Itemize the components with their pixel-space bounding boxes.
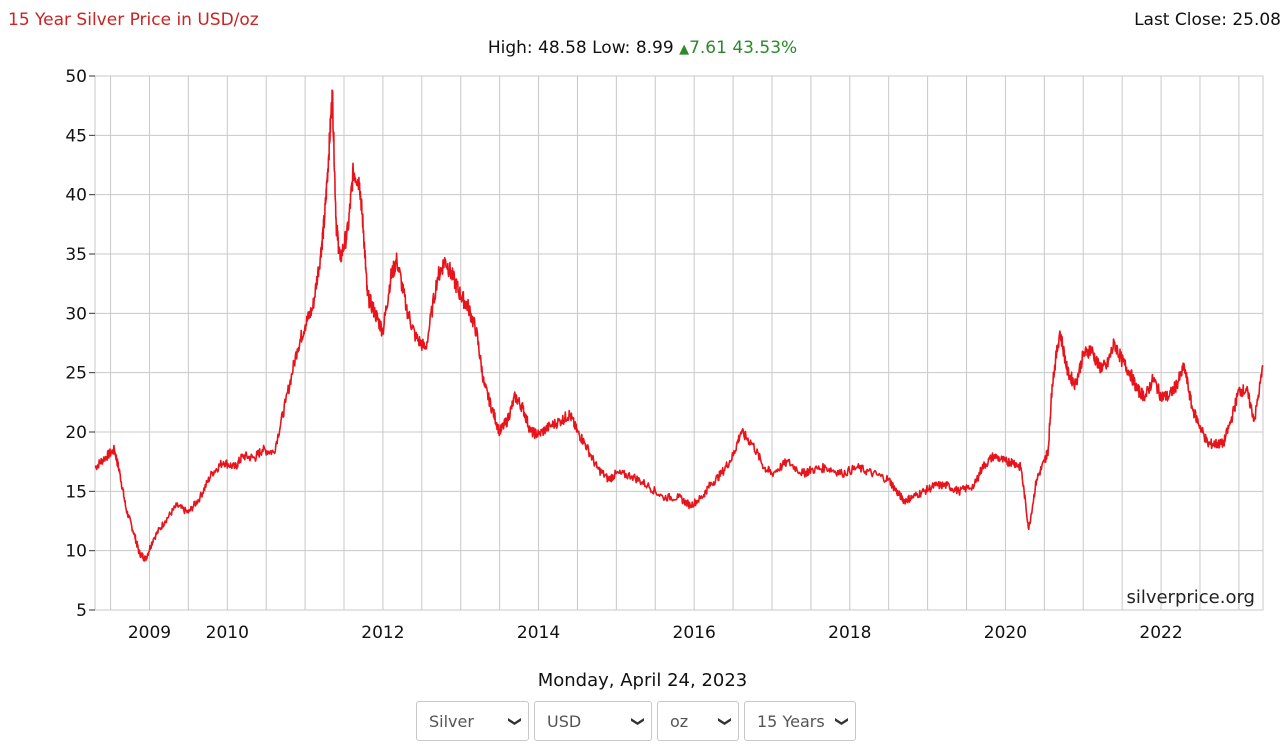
x-tick-label: 2014	[517, 623, 560, 643]
up-arrow-icon: ▲	[679, 42, 690, 57]
y-tick-label: 20	[65, 423, 87, 443]
chart-controls: Silver ❯ USD ❯ oz ❯ 15 Years ❯	[416, 701, 856, 741]
chevron-down-icon: ❯	[717, 715, 733, 727]
y-tick-label: 45	[65, 126, 87, 146]
x-tick-label: 2010	[206, 623, 249, 643]
y-tick-label: 50	[65, 67, 87, 87]
y-tick-label: 25	[65, 364, 87, 384]
last-close: Last Close: 25.08	[1134, 10, 1281, 30]
range-select[interactable]: 15 Years ❯	[744, 701, 856, 741]
y-tick-label: 5	[76, 601, 87, 621]
y-tick-label: 35	[65, 245, 87, 265]
chart-title: 15 Year Silver Price in USD/oz	[8, 10, 259, 30]
metal-select-value: Silver	[429, 711, 474, 731]
unit-select-value: oz	[670, 711, 689, 731]
unit-select[interactable]: oz ❯	[657, 701, 739, 741]
plot-area	[94, 75, 1264, 611]
low-label: Low:	[592, 38, 631, 58]
x-tick-label: 2012	[361, 623, 404, 643]
change-value: 7.61	[689, 38, 727, 58]
price-chart: 5 10 15 20 25 30 35 40 45 50 2009 2010 2012 2014 2016 2…	[65, 67, 1264, 643]
high-label: High:	[487, 38, 533, 58]
range-select-value: 15 Years	[757, 711, 825, 731]
chevron-down-icon: ❯	[834, 715, 850, 727]
y-tick-label: 40	[65, 186, 87, 206]
chevron-down-icon: ❯	[507, 715, 523, 727]
x-tick-label: 2009	[128, 623, 171, 643]
currency-select-value: USD	[547, 711, 582, 731]
price-stats: High: 48.58 Low: 8.99 ▲7.61 43.53%	[0, 38, 1285, 58]
chevron-down-icon: ❯	[630, 715, 646, 727]
y-tick-label: 15	[65, 482, 87, 502]
metal-select[interactable]: Silver ❯	[416, 701, 529, 741]
change-percent: 43.53%	[732, 38, 798, 58]
high-value: 48.58	[538, 38, 587, 58]
currency-select[interactable]: USD ❯	[534, 701, 652, 741]
chart-date: Monday, April 24, 2023	[537, 670, 748, 691]
price-line	[94, 89, 1264, 562]
y-tick-label: 10	[65, 542, 87, 562]
x-tick-label: 2016	[673, 623, 716, 643]
x-tick-label: 2020	[984, 623, 1027, 643]
watermark: silverprice.org	[1126, 587, 1255, 608]
x-tick-label: 2018	[828, 623, 871, 643]
x-tick-label: 2022	[1139, 623, 1182, 643]
low-value: 8.99	[635, 38, 674, 58]
y-tick-label: 30	[65, 304, 87, 324]
